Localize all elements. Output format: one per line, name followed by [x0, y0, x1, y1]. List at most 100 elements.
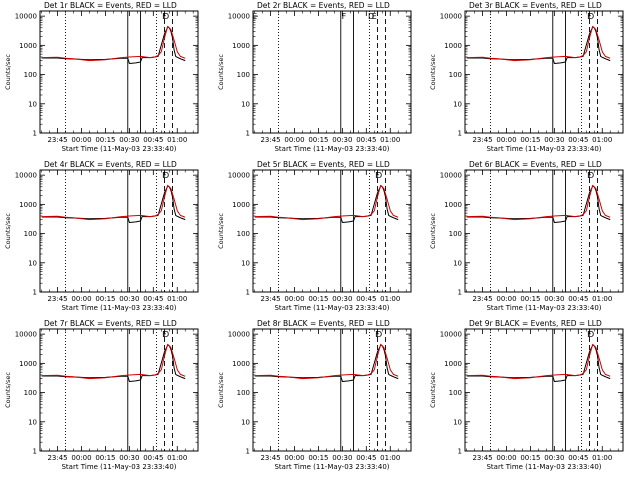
plot-frame [252, 169, 412, 293]
y-tick-label: 1 [246, 289, 250, 297]
y-tick-label: 1 [246, 130, 250, 138]
x-tick-label: 00:30 [332, 295, 352, 303]
marker-letter: F [162, 330, 167, 339]
panel-title: Det 9r BLACK = Events, RED = LLD [469, 319, 602, 328]
panel-title: Det 2r BLACK = Events, RED = LLD [257, 1, 390, 10]
x-tick-label: 23:45 [260, 295, 280, 303]
y-tick-label: 100 [24, 71, 37, 79]
lld-series-line [254, 184, 399, 221]
x-tick-label: 23:45 [472, 136, 492, 144]
x-tick-label: 00:00 [71, 295, 91, 303]
y-axis-label: Counts/sec [429, 54, 437, 90]
y-tick-label: 1000 [19, 360, 37, 368]
detector-panel: Det 2r BLACK = Events, RED = LLD Counts/s… [217, 1, 412, 153]
y-tick-label: 10000 [228, 172, 250, 180]
x-tick-label: 00:30 [544, 136, 564, 144]
y-tick-label: 100 [449, 389, 462, 397]
x-tick-label: 23:45 [260, 454, 280, 462]
marker-letter: F [587, 171, 592, 180]
y-tick-label: 10 [453, 418, 462, 426]
plot-frame [252, 10, 412, 134]
y-tick-label: 100 [449, 71, 462, 79]
y-axis-label: Counts/sec [217, 372, 225, 408]
y-tick-label: 1000 [444, 360, 462, 368]
x-tick-label: 00:15 [95, 295, 115, 303]
marker-letter: F [162, 171, 167, 180]
x-axis-label: Start Time (11-May-03 23:33:40) [274, 304, 389, 312]
y-tick-label: 10 [28, 259, 37, 267]
x-tick-label: 23:45 [47, 454, 67, 462]
x-tick-label: 00:45 [356, 295, 376, 303]
panel-title: Det 5r BLACK = Events, RED = LLD [257, 160, 390, 169]
y-tick-label: 10 [453, 259, 462, 267]
x-tick-label: 00:45 [143, 454, 163, 462]
x-tick-label: 00:00 [71, 136, 91, 144]
y-tick-label: 1000 [444, 42, 462, 50]
x-axis-label: Start Time (11-May-03 23:33:40) [486, 145, 601, 153]
y-axis-label: Counts/sec [217, 213, 225, 249]
y-tick-label: 100 [237, 71, 250, 79]
x-axis-label: Start Time (11-May-03 23:33:40) [61, 145, 176, 153]
x-tick-label: 00:15 [520, 454, 540, 462]
x-axis-label: Start Time (11-May-03 23:33:40) [61, 463, 176, 471]
y-tick-label: 1000 [444, 201, 462, 209]
y-tick-label: 1 [33, 130, 37, 138]
lld-series-line [466, 25, 611, 62]
panel-title: Det 1r BLACK = Events, RED = LLD [44, 1, 177, 10]
y-tick-label: 100 [24, 230, 37, 238]
y-axis-label: Counts/sec [429, 213, 437, 249]
marker-letter: D [368, 12, 374, 21]
x-tick-label: 00:45 [356, 136, 376, 144]
x-tick-label: 00:15 [95, 136, 115, 144]
y-tick-label: 10000 [15, 172, 37, 180]
marker-letter: F [587, 12, 592, 21]
x-tick-label: 00:30 [332, 136, 352, 144]
x-tick-label: 00:00 [284, 454, 304, 462]
x-tick-label: 01:00 [380, 454, 400, 462]
marker-letter: E [252, 12, 257, 21]
y-tick-label: 100 [449, 230, 462, 238]
detector-panel: Det 7r BLACK = Events, RED = LLD Counts/s… [4, 319, 199, 471]
marker-letter: D [163, 171, 169, 180]
lld-series-line [254, 343, 399, 380]
y-tick-label: 100 [237, 230, 250, 238]
plot-frame [464, 10, 624, 134]
x-tick-label: 01:00 [592, 295, 612, 303]
x-tick-label: 00:30 [119, 295, 139, 303]
detector-panel: Det 6r BLACK = Events, RED = LLD Counts/s… [429, 160, 624, 312]
plot-frame [39, 10, 199, 134]
y-axis-label: Counts/sec [217, 54, 225, 90]
y-tick-label: 1000 [19, 42, 37, 50]
x-axis-label: Start Time (11-May-03 23:33:40) [486, 463, 601, 471]
plot-frame [464, 169, 624, 293]
y-tick-label: 10000 [440, 13, 462, 21]
x-tick-label: 01:00 [380, 295, 400, 303]
marker-letter: F [587, 330, 592, 339]
plot-frame [39, 169, 199, 293]
lld-series-line [466, 184, 611, 221]
y-axis-label: Counts/sec [4, 213, 12, 249]
x-tick-label: 00:00 [71, 454, 91, 462]
marker-letter: F [375, 171, 380, 180]
y-tick-label: 1 [458, 289, 462, 297]
marker-letter: D [376, 171, 382, 180]
x-tick-label: 00:00 [496, 454, 516, 462]
y-axis-label: Counts/sec [4, 372, 12, 408]
x-tick-label: 00:45 [143, 136, 163, 144]
y-tick-label: 10000 [440, 172, 462, 180]
y-tick-label: 10000 [228, 331, 250, 339]
y-tick-label: 10 [241, 418, 250, 426]
marker-letter: D [376, 330, 382, 339]
x-tick-label: 00:00 [496, 136, 516, 144]
y-axis-label: Counts/sec [4, 54, 12, 90]
y-tick-label: 100 [24, 389, 37, 397]
y-tick-label: 10000 [440, 331, 462, 339]
y-tick-label: 10 [453, 100, 462, 108]
x-tick-label: 01:00 [380, 136, 400, 144]
x-tick-label: 23:45 [472, 295, 492, 303]
plot-frame [464, 328, 624, 452]
y-tick-label: 10 [241, 100, 250, 108]
detector-panel: Det 9r BLACK = Events, RED = LLD Counts/s… [429, 319, 624, 471]
x-tick-label: 00:15 [520, 136, 540, 144]
x-tick-label: 00:45 [143, 295, 163, 303]
